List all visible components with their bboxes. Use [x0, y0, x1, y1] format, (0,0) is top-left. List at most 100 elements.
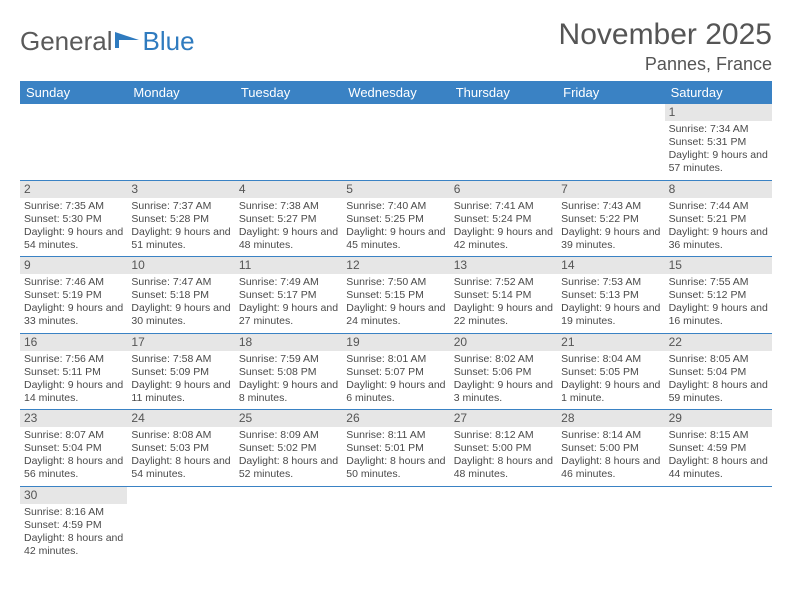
sunset-text: Sunset: 5:07 PM [346, 366, 445, 379]
daylight-text: Daylight: 9 hours and 16 minutes. [669, 302, 768, 328]
header: General Blue November 2025 Pannes, Franc… [20, 18, 772, 75]
sunrise-text: Sunrise: 7:47 AM [131, 276, 230, 289]
week-row: 9Sunrise: 7:46 AMSunset: 5:19 PMDaylight… [20, 257, 772, 334]
sunset-text: Sunset: 5:17 PM [239, 289, 338, 302]
date-number: 14 [557, 257, 664, 274]
date-number: 1 [665, 104, 772, 121]
dow-cell: Monday [127, 81, 234, 104]
sunset-text: Sunset: 5:06 PM [454, 366, 553, 379]
date-number: 26 [342, 410, 449, 427]
day-cell: 6Sunrise: 7:41 AMSunset: 5:24 PMDaylight… [450, 181, 557, 257]
sunrise-text: Sunrise: 8:01 AM [346, 353, 445, 366]
day-cell: 5Sunrise: 7:40 AMSunset: 5:25 PMDaylight… [342, 181, 449, 257]
day-cell [557, 487, 664, 563]
day-cell: 13Sunrise: 7:52 AMSunset: 5:14 PMDayligh… [450, 257, 557, 333]
sunset-text: Sunset: 5:31 PM [669, 136, 768, 149]
date-number: 12 [342, 257, 449, 274]
location-label: Pannes, France [559, 54, 772, 75]
day-cell: 15Sunrise: 7:55 AMSunset: 5:12 PMDayligh… [665, 257, 772, 333]
daylight-text: Daylight: 9 hours and 57 minutes. [669, 149, 768, 175]
date-number: 7 [557, 181, 664, 198]
daylight-text: Daylight: 9 hours and 24 minutes. [346, 302, 445, 328]
sunset-text: Sunset: 4:59 PM [24, 519, 123, 532]
daylight-text: Daylight: 9 hours and 39 minutes. [561, 226, 660, 252]
day-cell: 9Sunrise: 7:46 AMSunset: 5:19 PMDaylight… [20, 257, 127, 333]
sunset-text: Sunset: 5:02 PM [239, 442, 338, 455]
dow-cell: Wednesday [342, 81, 449, 104]
sunrise-text: Sunrise: 7:56 AM [24, 353, 123, 366]
date-number: 17 [127, 334, 234, 351]
day-cell: 20Sunrise: 8:02 AMSunset: 5:06 PMDayligh… [450, 334, 557, 410]
day-cell: 1Sunrise: 7:34 AMSunset: 5:31 PMDaylight… [665, 104, 772, 180]
date-number: 10 [127, 257, 234, 274]
sunrise-text: Sunrise: 7:38 AM [239, 200, 338, 213]
sunrise-text: Sunrise: 7:49 AM [239, 276, 338, 289]
date-number: 27 [450, 410, 557, 427]
day-cell [450, 487, 557, 563]
day-cell: 12Sunrise: 7:50 AMSunset: 5:15 PMDayligh… [342, 257, 449, 333]
day-cell: 11Sunrise: 7:49 AMSunset: 5:17 PMDayligh… [235, 257, 342, 333]
date-number: 22 [665, 334, 772, 351]
date-number: 24 [127, 410, 234, 427]
day-cell: 24Sunrise: 8:08 AMSunset: 5:03 PMDayligh… [127, 410, 234, 486]
date-number: 5 [342, 181, 449, 198]
daylight-text: Daylight: 9 hours and 45 minutes. [346, 226, 445, 252]
sunrise-text: Sunrise: 8:02 AM [454, 353, 553, 366]
week-row: 1Sunrise: 7:34 AMSunset: 5:31 PMDaylight… [20, 104, 772, 181]
sunrise-text: Sunrise: 8:08 AM [131, 429, 230, 442]
sunrise-text: Sunrise: 7:46 AM [24, 276, 123, 289]
day-cell: 17Sunrise: 7:58 AMSunset: 5:09 PMDayligh… [127, 334, 234, 410]
date-number: 19 [342, 334, 449, 351]
day-cell: 2Sunrise: 7:35 AMSunset: 5:30 PMDaylight… [20, 181, 127, 257]
sunrise-text: Sunrise: 7:41 AM [454, 200, 553, 213]
date-number: 23 [20, 410, 127, 427]
date-number: 13 [450, 257, 557, 274]
week-row: 2Sunrise: 7:35 AMSunset: 5:30 PMDaylight… [20, 181, 772, 258]
date-number: 11 [235, 257, 342, 274]
daylight-text: Daylight: 9 hours and 3 minutes. [454, 379, 553, 405]
date-number: 3 [127, 181, 234, 198]
day-cell: 25Sunrise: 8:09 AMSunset: 5:02 PMDayligh… [235, 410, 342, 486]
daylight-text: Daylight: 9 hours and 51 minutes. [131, 226, 230, 252]
week-row: 23Sunrise: 8:07 AMSunset: 5:04 PMDayligh… [20, 410, 772, 487]
sunrise-text: Sunrise: 7:53 AM [561, 276, 660, 289]
title-block: November 2025 Pannes, France [559, 18, 772, 75]
daylight-text: Daylight: 8 hours and 50 minutes. [346, 455, 445, 481]
day-cell: 27Sunrise: 8:12 AMSunset: 5:00 PMDayligh… [450, 410, 557, 486]
daylight-text: Daylight: 9 hours and 36 minutes. [669, 226, 768, 252]
sunrise-text: Sunrise: 8:07 AM [24, 429, 123, 442]
sunrise-text: Sunrise: 7:52 AM [454, 276, 553, 289]
date-number: 30 [20, 487, 127, 504]
sunset-text: Sunset: 5:11 PM [24, 366, 123, 379]
daylight-text: Daylight: 8 hours and 48 minutes. [454, 455, 553, 481]
daylight-text: Daylight: 8 hours and 44 minutes. [669, 455, 768, 481]
sunset-text: Sunset: 5:28 PM [131, 213, 230, 226]
dow-cell: Friday [557, 81, 664, 104]
daylight-text: Daylight: 9 hours and 30 minutes. [131, 302, 230, 328]
sunset-text: Sunset: 4:59 PM [669, 442, 768, 455]
day-cell [342, 104, 449, 180]
daylight-text: Daylight: 9 hours and 22 minutes. [454, 302, 553, 328]
daylight-text: Daylight: 9 hours and 54 minutes. [24, 226, 123, 252]
weeks-container: 1Sunrise: 7:34 AMSunset: 5:31 PMDaylight… [20, 104, 772, 562]
sunrise-text: Sunrise: 8:15 AM [669, 429, 768, 442]
sunrise-text: Sunrise: 7:43 AM [561, 200, 660, 213]
day-cell: 21Sunrise: 8:04 AMSunset: 5:05 PMDayligh… [557, 334, 664, 410]
day-cell: 18Sunrise: 7:59 AMSunset: 5:08 PMDayligh… [235, 334, 342, 410]
sunset-text: Sunset: 5:01 PM [346, 442, 445, 455]
sunrise-text: Sunrise: 7:59 AM [239, 353, 338, 366]
sunrise-text: Sunrise: 8:11 AM [346, 429, 445, 442]
page-title: November 2025 [559, 18, 772, 52]
sunrise-text: Sunrise: 7:37 AM [131, 200, 230, 213]
date-number: 2 [20, 181, 127, 198]
day-cell [235, 104, 342, 180]
daylight-text: Daylight: 9 hours and 6 minutes. [346, 379, 445, 405]
date-number: 6 [450, 181, 557, 198]
sunset-text: Sunset: 5:09 PM [131, 366, 230, 379]
date-number: 9 [20, 257, 127, 274]
daylight-text: Daylight: 9 hours and 48 minutes. [239, 226, 338, 252]
logo-text-1: General [20, 26, 113, 57]
day-cell [665, 487, 772, 563]
sunrise-text: Sunrise: 7:35 AM [24, 200, 123, 213]
sunrise-text: Sunrise: 7:58 AM [131, 353, 230, 366]
